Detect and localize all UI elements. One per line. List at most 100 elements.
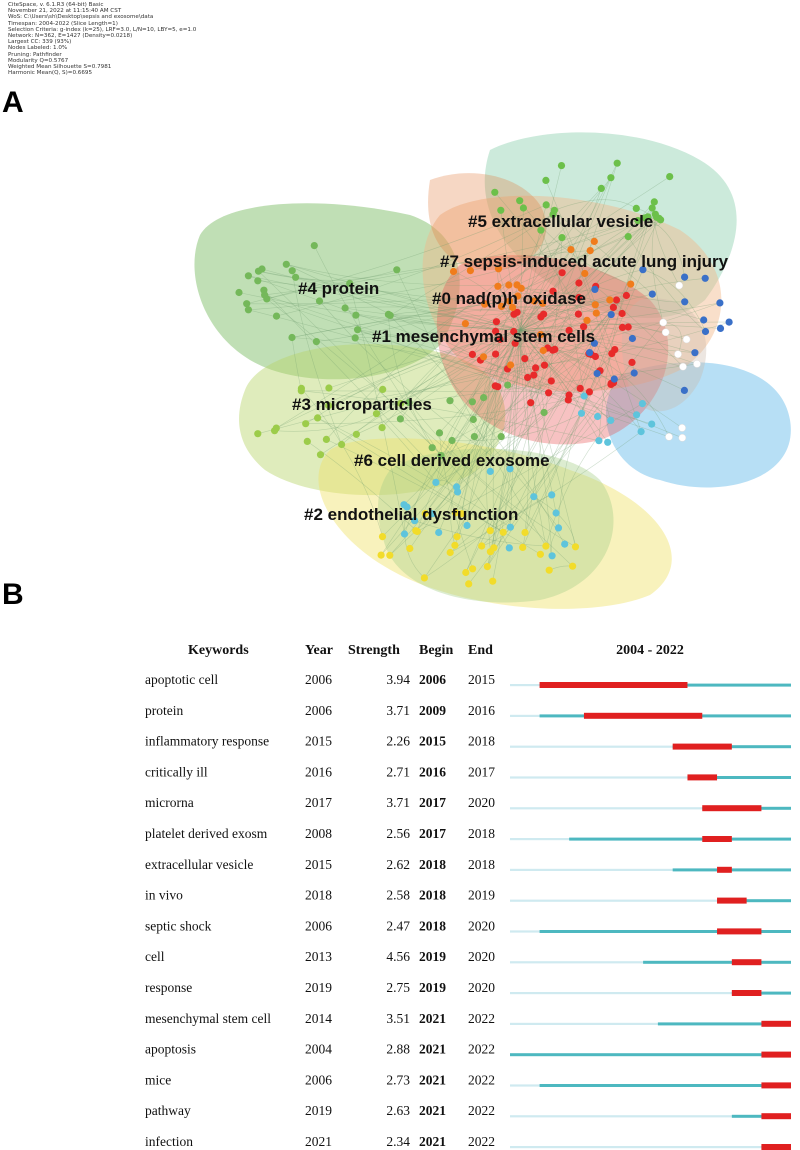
network-node: [586, 247, 594, 255]
network-node: [610, 375, 618, 383]
row-keyword: extracellular vesicle: [145, 857, 253, 872]
network-node: [505, 281, 513, 289]
network-node: [496, 335, 504, 343]
burst-bar: [717, 928, 762, 935]
row-year: 2006: [305, 672, 332, 687]
network-node: [510, 327, 518, 336]
network-edge: [246, 204, 547, 304]
network-node: [302, 420, 310, 428]
network-node: [530, 297, 538, 305]
row-year: 2006: [305, 1072, 332, 1087]
network-node: [378, 533, 387, 541]
network-edge: [489, 353, 590, 531]
network-node: [637, 428, 645, 436]
meta-line: CiteSpace, v. 6.1.R3 (64-bit) Basic: [8, 2, 104, 8]
network-node: [462, 568, 470, 577]
header-year: Year: [305, 643, 333, 658]
network-node: [681, 298, 689, 306]
network-node: [527, 399, 535, 407]
network-edge: [440, 385, 496, 456]
row-strength: 4.56: [386, 949, 410, 964]
network-edge: [519, 216, 649, 331]
row-keyword: microrna: [145, 795, 194, 810]
row-begin: 2016: [419, 764, 446, 779]
network-edge: [516, 219, 661, 286]
citation-burst-table: Keywords Year Strength Begin End 2004 - …: [145, 643, 791, 1150]
network-edge: [533, 299, 617, 497]
network-edge: [414, 520, 546, 547]
row-strength: 2.58: [386, 888, 410, 903]
burst-bar: [702, 805, 762, 812]
row-begin: 2019: [419, 980, 446, 995]
network-node: [491, 188, 499, 196]
row-year: 2014: [305, 1011, 332, 1026]
network-node: [540, 361, 549, 369]
network-node: [461, 320, 469, 328]
network-edge: [546, 204, 653, 295]
row-begin: 2021: [419, 1072, 446, 1087]
network-node: [661, 328, 670, 337]
network-node: [244, 306, 252, 314]
network-edge: [381, 188, 602, 428]
row-keyword: septic shock: [145, 918, 212, 933]
network-node: [554, 524, 563, 532]
row-end: 2022: [468, 1011, 495, 1026]
network-node: [565, 326, 573, 334]
network-edge: [417, 397, 484, 532]
network-node: [272, 312, 281, 320]
network-node: [633, 411, 641, 419]
network-edge: [246, 290, 554, 305]
network-node: [547, 377, 555, 385]
network-edge: [579, 320, 593, 389]
network-node: [540, 310, 548, 318]
network-edge: [356, 300, 535, 435]
network-node: [591, 352, 600, 361]
network-node: [516, 197, 524, 205]
network-node: [666, 173, 674, 181]
network-node: [428, 444, 436, 452]
network-edge: [264, 220, 639, 296]
network-node: [659, 318, 668, 327]
network-node: [449, 267, 458, 276]
network-node: [618, 309, 626, 318]
network-edge: [400, 418, 510, 549]
network-edge: [493, 329, 521, 548]
network-edge: [291, 270, 342, 445]
network-node: [486, 527, 494, 535]
header-begin: Begin: [419, 643, 453, 658]
row-year: 2016: [305, 764, 332, 779]
network-node: [272, 424, 280, 432]
network-edge: [328, 349, 615, 406]
network-node: [679, 362, 687, 371]
row-end: 2022: [468, 1072, 495, 1087]
network-node: [691, 349, 699, 357]
meta-line: November 21, 2022 at 11:15:40 AM CST: [8, 8, 122, 15]
network-edge: [291, 337, 570, 396]
network-node: [521, 528, 529, 537]
network-edge: [465, 163, 618, 573]
network-edge: [380, 329, 521, 556]
network-edge: [408, 402, 576, 548]
network-edge: [438, 329, 521, 533]
network-edge: [534, 300, 704, 321]
network-node: [465, 580, 473, 588]
network-node: [316, 451, 325, 459]
row-end: 2018: [468, 734, 495, 749]
row-begin: 2006: [419, 672, 446, 687]
row-year: 2004: [305, 1042, 332, 1057]
network-node: [470, 433, 478, 441]
network-edge: [424, 314, 612, 579]
network-node: [650, 198, 658, 206]
network-edge: [454, 329, 521, 546]
network-node: [612, 296, 621, 304]
network-edge: [484, 220, 639, 305]
burst-row: response 2019 2.75 2019 2020: [145, 980, 791, 996]
network-node: [542, 542, 550, 550]
network-edge: [494, 192, 614, 383]
network-node: [648, 420, 656, 428]
network-edge: [451, 413, 582, 442]
network-node: [590, 339, 599, 347]
network-node: [716, 299, 724, 307]
network-edge: [276, 214, 554, 317]
burst-row: microrna 2017 3.71 2017 2020: [145, 795, 791, 812]
